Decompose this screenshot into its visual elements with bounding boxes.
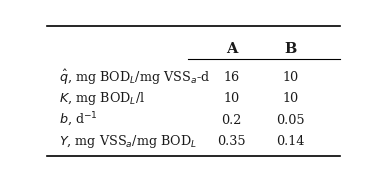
Text: $b$, d$^{-1}$: $b$, d$^{-1}$ xyxy=(59,111,98,129)
Text: 0.05: 0.05 xyxy=(276,114,305,127)
Text: B: B xyxy=(284,42,296,56)
Text: 10: 10 xyxy=(282,92,299,105)
Text: 10: 10 xyxy=(224,92,240,105)
Text: $K$, mg BOD$_L$/l: $K$, mg BOD$_L$/l xyxy=(59,90,145,107)
Text: $Y$, mg VSS$_a$/mg BOD$_L$: $Y$, mg VSS$_a$/mg BOD$_L$ xyxy=(59,133,197,150)
Text: 0.35: 0.35 xyxy=(217,135,246,148)
Text: 0.14: 0.14 xyxy=(276,135,305,148)
Text: 0.2: 0.2 xyxy=(222,114,242,127)
Text: 10: 10 xyxy=(282,71,299,84)
Text: A: A xyxy=(226,42,237,56)
Text: $\hat{q}$, mg BOD$_L$/mg VSS$_a$-d: $\hat{q}$, mg BOD$_L$/mg VSS$_a$-d xyxy=(59,68,210,87)
Text: 16: 16 xyxy=(224,71,240,84)
